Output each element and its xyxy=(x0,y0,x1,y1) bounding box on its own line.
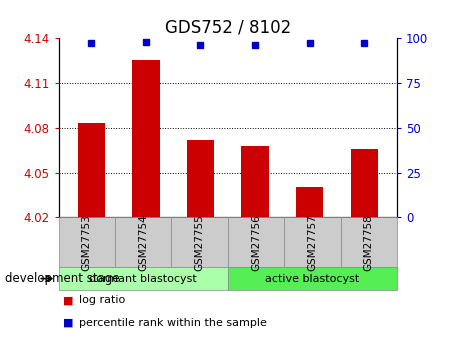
Text: GSM27757: GSM27757 xyxy=(307,214,318,271)
Bar xyxy=(187,140,214,217)
Bar xyxy=(132,60,160,217)
Text: GSM27754: GSM27754 xyxy=(138,214,148,271)
Text: percentile rank within the sample: percentile rank within the sample xyxy=(79,318,267,327)
Text: GSM27756: GSM27756 xyxy=(251,214,261,271)
Text: log ratio: log ratio xyxy=(79,295,125,305)
Bar xyxy=(241,146,269,217)
Text: development stage: development stage xyxy=(5,272,119,285)
Text: GSM27758: GSM27758 xyxy=(364,214,374,271)
Bar xyxy=(350,149,378,217)
Text: dormant blastocyst: dormant blastocyst xyxy=(89,274,197,284)
Title: GDS752 / 8102: GDS752 / 8102 xyxy=(165,18,291,36)
Bar xyxy=(78,123,105,217)
Text: ■: ■ xyxy=(63,318,74,327)
Text: GSM27753: GSM27753 xyxy=(82,214,92,271)
Bar xyxy=(296,187,323,217)
Text: GSM27755: GSM27755 xyxy=(194,214,205,271)
Text: ■: ■ xyxy=(63,295,74,305)
Text: active blastocyst: active blastocyst xyxy=(265,274,359,284)
